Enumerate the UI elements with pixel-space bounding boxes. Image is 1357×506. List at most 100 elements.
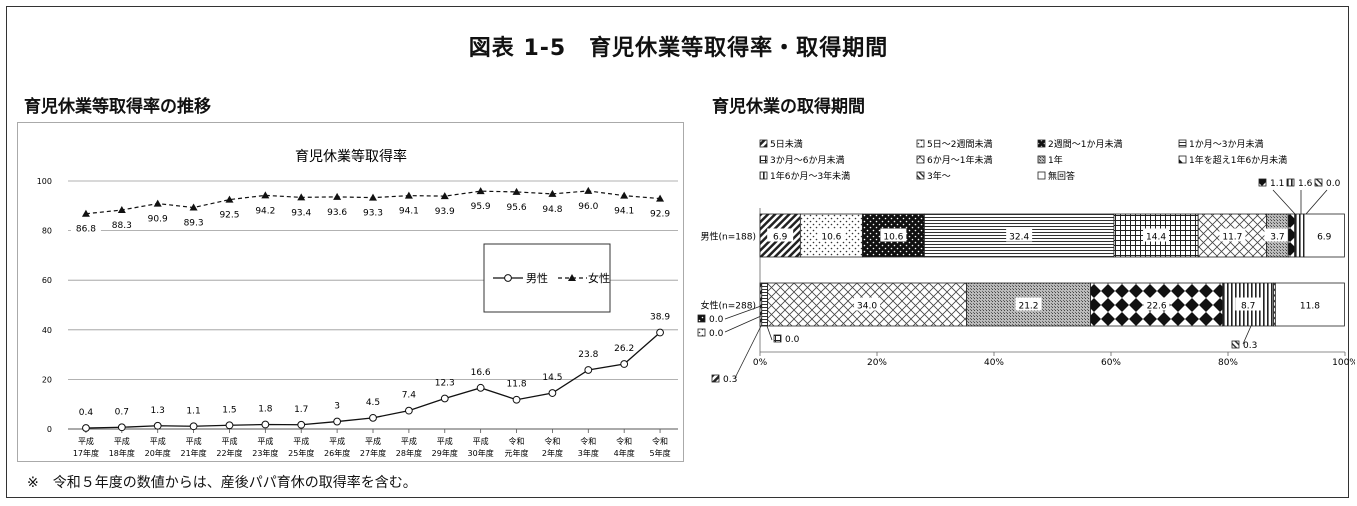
female-point: [81, 209, 90, 217]
bar-data-label: 11.7: [1222, 233, 1242, 243]
female-data-label: 90.9: [148, 215, 168, 225]
callout-leader: [1242, 325, 1252, 345]
legend-male-label: 男性: [526, 271, 548, 285]
callout-leader: [724, 305, 762, 320]
male-data-label: 11.8: [507, 380, 527, 390]
female-data-label: 94.2: [255, 206, 275, 216]
legend-label: 5日～2週間未満: [927, 138, 992, 150]
legend-male-marker: [504, 274, 512, 282]
left-chart-heading: 育児休業等取得率の推移: [24, 97, 211, 117]
x-tick-label: 27年度: [360, 448, 386, 458]
female-data-label: 88.3: [112, 221, 132, 231]
bar-data-label: 8.7: [1241, 302, 1255, 312]
x-tick-label: 26年度: [324, 448, 350, 458]
bar-label-bg: [1264, 228, 1291, 242]
female-label-bg: [573, 198, 604, 211]
female-data-label: 92.9: [650, 210, 670, 220]
legend-swatch: [1037, 139, 1046, 148]
category-label: 女性(n=288): [701, 300, 756, 312]
female-point: [656, 194, 665, 202]
bar-data-label: 3.7: [1270, 233, 1284, 243]
bar-label-bg: [767, 228, 794, 242]
bar-label-bg: [1219, 228, 1246, 242]
legend-swatch: [759, 171, 768, 180]
x-tick-label: 18年度: [109, 448, 135, 458]
female-point: [476, 187, 485, 195]
female-label-bg: [250, 203, 281, 216]
bar-data-label: 10.6: [883, 233, 903, 243]
x-tick-label: 令和: [544, 436, 560, 446]
y-tick-label: 100: [37, 177, 52, 186]
callout-label: 0.3: [1243, 341, 1257, 351]
x-tick-label: 元年度: [505, 448, 529, 458]
male-data-label: 26.2: [614, 344, 634, 354]
male-point: [404, 406, 413, 415]
female-point: [333, 192, 342, 200]
y-tick-label: 40: [42, 326, 52, 335]
bar-label-bg: [1296, 297, 1323, 311]
callout-label: 0.0: [1326, 179, 1341, 189]
bar-segment: [761, 282, 769, 327]
x-tick-label: 30年度: [468, 448, 494, 458]
callout-leader: [734, 325, 762, 379]
callout-label: 0.3: [723, 375, 737, 385]
bar-data-label: 14.4: [1146, 233, 1166, 243]
y-tick-label: 60: [42, 276, 52, 285]
callout-swatch: [1314, 178, 1323, 187]
x-tick-label: 令和: [509, 436, 525, 446]
legend-label: 1か月～3か月未満: [1189, 138, 1263, 150]
x-tick-label: 令和: [616, 436, 632, 446]
x-tick-label: 平成: [257, 436, 273, 446]
female-point: [297, 193, 306, 201]
legend-swatch: [1178, 139, 1187, 148]
x-tick-label: 平成: [401, 436, 417, 446]
callout-label: 0.0: [785, 335, 800, 345]
callout-swatch: [773, 334, 782, 343]
callout-label: 1.1: [1270, 179, 1284, 189]
bar-label-bg: [818, 228, 845, 242]
x-tick-label: 令和: [652, 436, 668, 446]
legend-swatch: [1037, 155, 1046, 164]
male-data-label: 1.7: [294, 405, 308, 415]
male-point: [153, 421, 162, 430]
female-data-label: 94.8: [542, 205, 562, 215]
female-point: [440, 192, 449, 200]
line-chart-title: 育児休業等取得率: [295, 148, 407, 165]
x-tick-label: 80%: [1218, 358, 1238, 368]
bar-data-label: 6.9: [773, 233, 788, 243]
x-tick-label: 40%: [984, 358, 1004, 368]
x-tick-label: 平成: [150, 436, 166, 446]
line-legend: 男性 女性: [483, 243, 611, 313]
line-chart-panel: 育児休業等取得率 0 20 40 60 80 100 平成 17年度 平成 18年度 平成 20年度 平成…: [17, 122, 684, 462]
male-data-label: 7.4: [402, 391, 417, 401]
legend-swatch: [916, 171, 925, 180]
x-tick-label: 平成: [365, 436, 381, 446]
footnote: ※ 令和５年度の数値からは、産後パパ育休の取得率を含む。: [27, 475, 417, 491]
x-tick-label: 平成: [293, 436, 309, 446]
series-line-male: [85, 332, 661, 429]
right-chart-heading: 育児休業の取得期間: [712, 97, 865, 117]
female-label-bg: [214, 207, 245, 220]
female-label-bg: [70, 221, 101, 234]
legend-female-marker: [568, 274, 576, 281]
bar-label-bg: [880, 228, 907, 242]
category-label: 男性(n=188): [701, 231, 756, 243]
x-tick-label: 29年度: [432, 448, 458, 458]
legend-label: 5日未満: [770, 138, 803, 150]
female-point: [225, 195, 234, 203]
male-point: [225, 421, 234, 430]
female-data-label: 96.0: [578, 202, 598, 212]
x-tick-label: 2年度: [542, 448, 563, 458]
male-point: [297, 420, 306, 429]
x-tick-label: 平成: [78, 436, 94, 446]
bar-data-label: 22.6: [1147, 302, 1167, 312]
legend-swatch: [1037, 171, 1046, 180]
callout-leader: [766, 325, 773, 341]
page-title: 図表 1-5 育児休業等取得率・取得期間: [468, 36, 889, 61]
female-point: [189, 203, 198, 211]
female-point: [261, 191, 270, 199]
callout-leader: [724, 315, 762, 333]
male-point: [548, 389, 557, 397]
female-data-label: 94.1: [614, 207, 634, 217]
callout-swatch: [697, 314, 706, 323]
